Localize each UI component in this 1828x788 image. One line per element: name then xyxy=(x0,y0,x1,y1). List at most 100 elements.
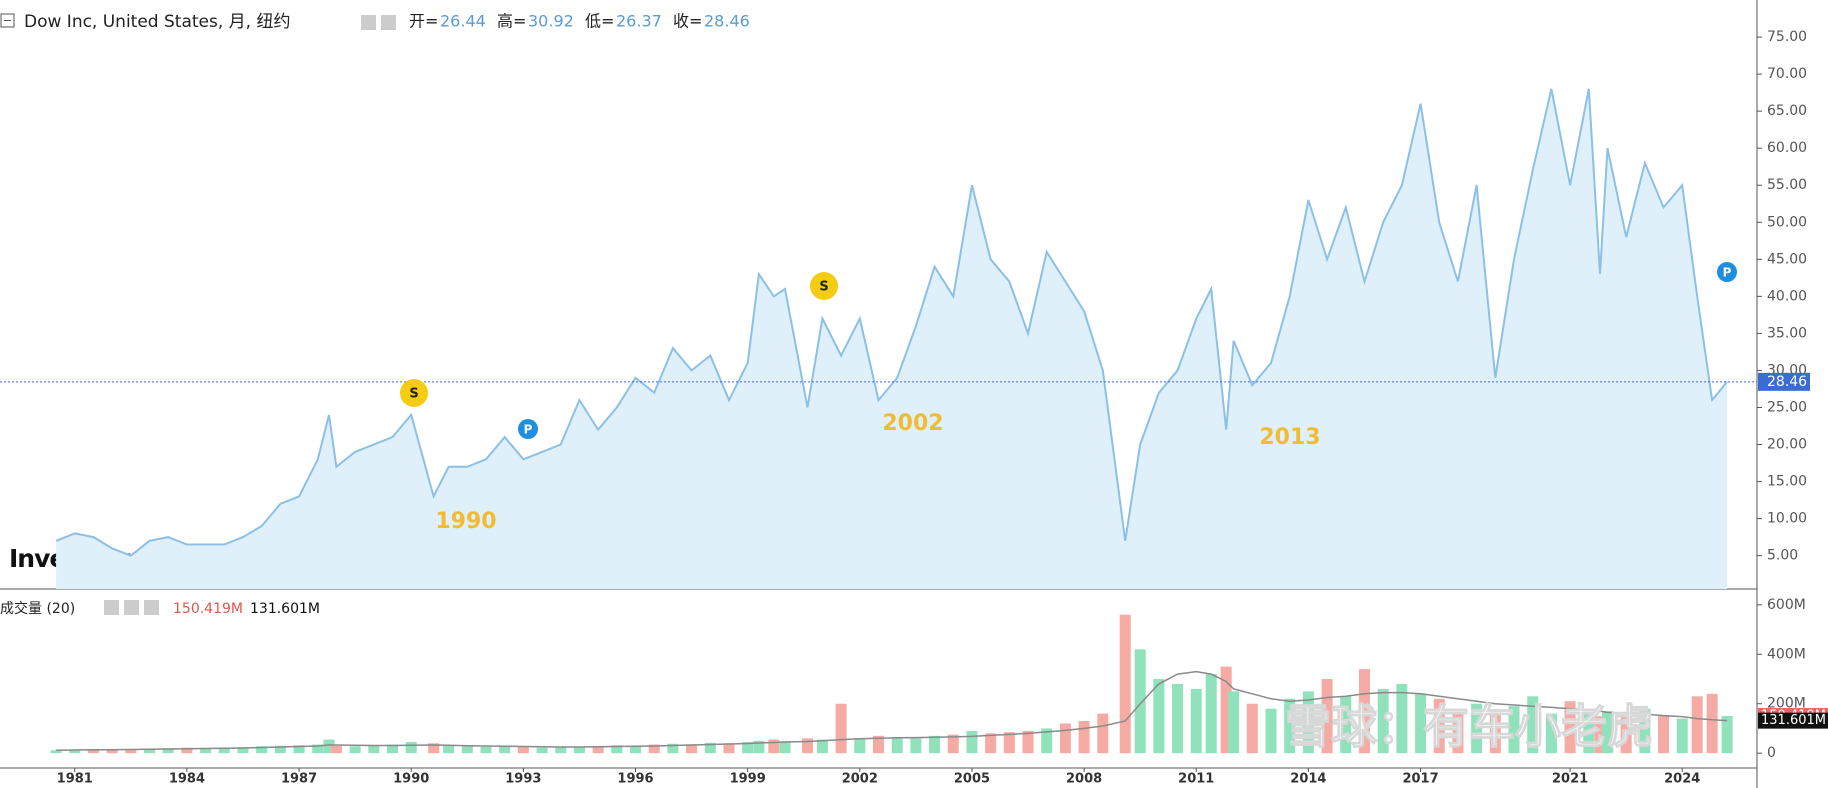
y-tick-label: 50.00 xyxy=(1767,214,1807,230)
y-tick-label: 5.00 xyxy=(1767,548,1798,564)
volume-bar xyxy=(985,733,997,754)
settings-icon[interactable] xyxy=(381,15,396,30)
y-tick-label: 55.00 xyxy=(1767,177,1807,193)
volume-bar xyxy=(873,735,884,754)
volume-bar xyxy=(256,746,268,754)
y-tick-label: 15.00 xyxy=(1767,474,1807,490)
volume-bar xyxy=(1078,721,1090,754)
volume-bar xyxy=(405,742,417,754)
volume-bar xyxy=(1321,679,1333,754)
volume-bar xyxy=(480,746,492,754)
volume-bar xyxy=(218,747,230,754)
volume-bar xyxy=(1691,696,1703,754)
ohlc-value: 28.46 xyxy=(704,12,750,31)
volume-bar xyxy=(1658,716,1670,754)
volume-bar xyxy=(686,744,698,754)
x-tick-label: 1990 xyxy=(393,772,429,787)
x-tick-label: 2002 xyxy=(842,772,878,787)
y-tick-label: 75.00 xyxy=(1767,29,1807,45)
volume-bar xyxy=(1340,696,1352,754)
volume-bar xyxy=(125,749,137,754)
volume-bar xyxy=(835,703,847,754)
volume-bar xyxy=(1228,691,1240,754)
volume-bar xyxy=(1022,730,1034,754)
x-tick-label: 2017 xyxy=(1402,772,1438,787)
volume-y-tick-label: 200M xyxy=(1767,696,1806,712)
volume-bar xyxy=(144,748,156,754)
volume-bar xyxy=(1220,666,1232,754)
volume-bar xyxy=(349,746,361,754)
x-tick-label: 2008 xyxy=(1066,772,1102,787)
volume-bar xyxy=(648,744,660,754)
volume-bar xyxy=(162,748,174,754)
volume-bar xyxy=(1594,716,1606,754)
settings-icon[interactable] xyxy=(144,600,159,615)
ohlc-label: 收= xyxy=(673,12,702,31)
y-tick-label: 35.00 xyxy=(1767,325,1807,341)
volume-bar xyxy=(443,745,455,754)
volume-bar xyxy=(323,739,335,754)
volume-bar xyxy=(428,743,440,754)
volume-bar xyxy=(1415,693,1427,754)
last-price-badge xyxy=(1758,372,1810,391)
volume-bar xyxy=(573,746,585,754)
volume-bar xyxy=(742,742,754,754)
volume-bar xyxy=(1246,703,1258,754)
ohlc-value: 30.92 xyxy=(528,12,574,31)
volume-bar xyxy=(966,730,978,754)
volume-bar xyxy=(801,738,813,754)
ohlc-label: 低= xyxy=(585,12,614,31)
event-marker xyxy=(1717,262,1737,282)
collapse-icon[interactable] xyxy=(0,13,15,28)
x-tick-label: 2014 xyxy=(1290,772,1326,787)
volume-bar xyxy=(1302,691,1314,754)
volume-bar xyxy=(611,745,623,754)
event-marker xyxy=(400,379,428,407)
year-annotation: 2002 xyxy=(882,411,943,436)
settings-icon[interactable] xyxy=(124,600,139,615)
volume-ma-current: 131.601M xyxy=(250,601,320,617)
volume-bar xyxy=(1134,649,1146,754)
volume-bar xyxy=(1452,708,1464,754)
volume-bar xyxy=(1545,713,1557,754)
volume-bar xyxy=(1433,698,1445,754)
volume-bar xyxy=(929,735,941,754)
volume-bar xyxy=(1153,679,1165,754)
volume-bar xyxy=(69,749,81,754)
volume-bar xyxy=(1003,732,1015,754)
volume-bar xyxy=(630,745,642,754)
settings-icon[interactable] xyxy=(361,15,376,30)
volume-bar xyxy=(779,741,791,754)
event-marker xyxy=(810,272,838,300)
volume-bar xyxy=(555,747,567,754)
chart-title: Dow Inc, United States, 月, 纽约 xyxy=(24,12,290,32)
volume-y-tick-label: 0 xyxy=(1767,745,1776,761)
volume-y-tick-label: 600M xyxy=(1767,597,1806,613)
volume-bar xyxy=(592,746,604,754)
volume-bar xyxy=(1489,711,1501,754)
volume-bar xyxy=(723,743,735,754)
volume-bar xyxy=(910,738,922,754)
last-price-label: 28.46 xyxy=(1767,374,1807,390)
x-tick-label: 2011 xyxy=(1178,772,1214,787)
volume-bar xyxy=(1583,708,1595,754)
volume-bar xyxy=(274,745,286,754)
settings-icon[interactable] xyxy=(104,600,119,615)
y-tick-label: 65.00 xyxy=(1767,103,1807,119)
year-annotation: 2013 xyxy=(1259,425,1320,450)
volume-bar xyxy=(1284,698,1296,754)
volume-bar xyxy=(816,739,828,754)
y-tick-label: 25.00 xyxy=(1767,399,1807,415)
volume-current: 150.419M xyxy=(173,601,243,617)
volume-bar xyxy=(1377,688,1389,754)
volume-bar xyxy=(1265,708,1277,754)
ohlc-value: 26.44 xyxy=(440,12,486,31)
y-tick-label: 20.00 xyxy=(1767,437,1807,453)
volume-y-tick-label: 400M xyxy=(1767,646,1806,662)
volume-bar xyxy=(1059,723,1071,754)
volume-bar xyxy=(1396,683,1408,754)
volume-bar xyxy=(1041,728,1053,754)
volume-bar xyxy=(330,745,342,754)
volume-title: 成交量 (20) xyxy=(0,600,75,617)
x-tick-label: 1993 xyxy=(505,772,541,787)
